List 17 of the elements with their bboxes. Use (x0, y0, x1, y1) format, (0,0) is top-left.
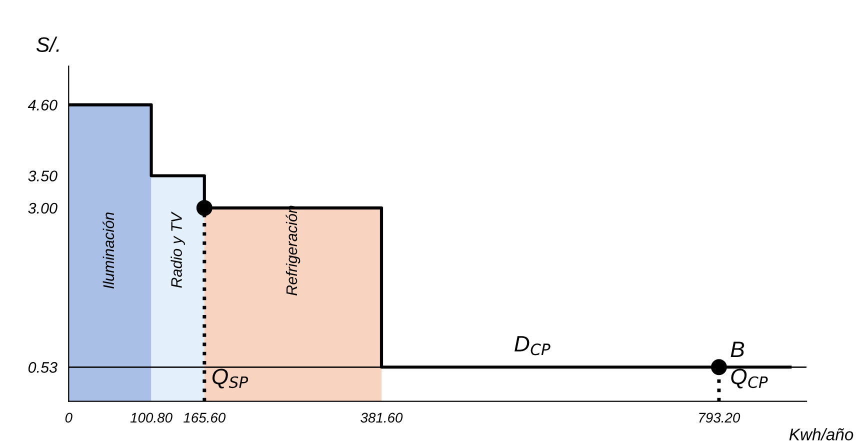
annotation: Q$_{SP}$ (212, 368, 248, 388)
x-axis-title: Kwh/año (789, 428, 854, 440)
y-tick-label: 0.53 (28, 362, 58, 373)
y-tick-label: 3.00 (28, 202, 58, 214)
series-label: Iluminación (102, 212, 114, 289)
x-tick-label: 0 (65, 412, 72, 423)
y-tick-label: 3.50 (28, 170, 58, 182)
x-tick-label: 381.60 (360, 412, 403, 423)
x-tick-label: 165.60 (184, 412, 226, 423)
x-tick-label: 100.80 (130, 412, 172, 423)
y-tick-label: 4.60 (28, 100, 58, 111)
x-tick-label: 793.20 (699, 412, 740, 423)
annotation: B (730, 342, 744, 357)
annotation: D$_{CP}$ (514, 336, 550, 356)
series-label: Radio y TV (170, 212, 185, 288)
y-axis-title: S/. (36, 36, 59, 52)
annotation: Q$_{CP}$ (731, 368, 768, 388)
